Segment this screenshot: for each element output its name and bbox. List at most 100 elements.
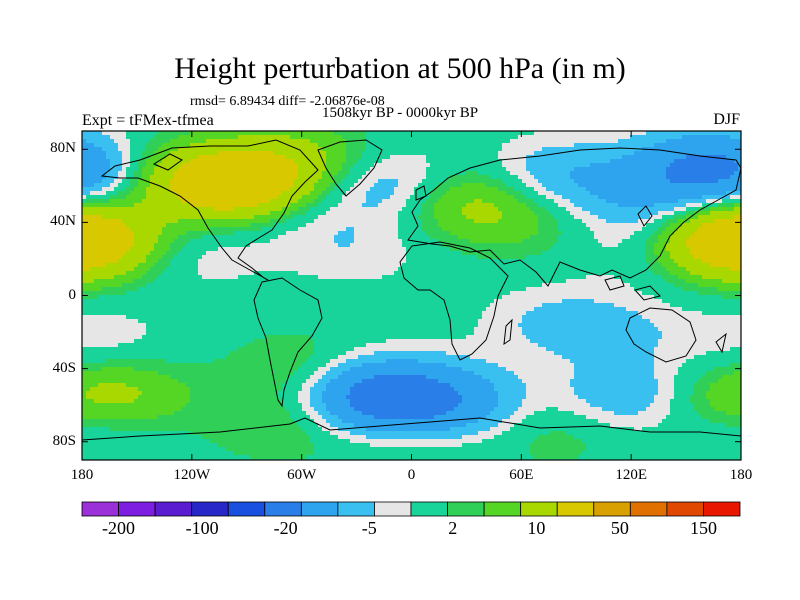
field-cell: [222, 187, 227, 192]
field-cell: [526, 239, 531, 244]
field-cell: [646, 239, 651, 244]
field-cell: [294, 243, 299, 248]
field-cell: [438, 175, 443, 180]
field-cell: [638, 239, 643, 244]
field-cell: [570, 175, 575, 180]
field-cell: [730, 207, 735, 212]
field-cell: [722, 231, 727, 236]
field-cell: [242, 155, 247, 160]
field-cell: [222, 215, 227, 220]
field-cell: [542, 235, 547, 240]
field-cell: [438, 211, 443, 216]
field-cell: [190, 147, 195, 152]
field-cell: [234, 167, 239, 172]
field-cell: [186, 227, 191, 232]
field-cell: [526, 171, 531, 176]
field-cell: [538, 139, 543, 144]
field-cell: [514, 139, 519, 144]
field-cell: [298, 223, 303, 228]
field-cell: [582, 159, 587, 164]
field-cell: [182, 203, 187, 208]
field-cell: [570, 231, 575, 236]
field-cell: [310, 203, 315, 208]
field-cell: [450, 183, 455, 188]
field-cell: [494, 243, 499, 248]
field-cell: [710, 247, 715, 252]
field-cell: [110, 219, 115, 224]
field-cell: [442, 159, 447, 164]
field-cell: [538, 243, 543, 248]
field-cell: [666, 131, 671, 136]
field-cell: [354, 195, 359, 200]
field-cell: [114, 151, 119, 156]
field-cell: [698, 247, 703, 252]
field-cell: [646, 183, 651, 188]
field-cell: [158, 159, 163, 164]
field-cell: [310, 147, 315, 152]
field-cell: [734, 191, 739, 196]
field-cell: [86, 207, 91, 212]
field-cell: [542, 239, 547, 244]
field-cell: [342, 187, 347, 192]
field-cell: [374, 151, 379, 156]
field-cell: [262, 183, 267, 188]
field-cell: [590, 219, 595, 224]
field-cell: [386, 195, 391, 200]
field-cell: [114, 143, 119, 148]
field-cell: [290, 151, 295, 156]
field-cell: [102, 243, 107, 248]
field-cell: [266, 191, 271, 196]
field-cell: [246, 151, 251, 156]
field-cell: [406, 187, 411, 192]
field-cell: [574, 159, 579, 164]
field-cell: [210, 235, 215, 240]
field-cell: [362, 175, 367, 180]
field-cell: [546, 199, 551, 204]
field-cell: [482, 167, 487, 172]
field-cell: [422, 219, 427, 224]
field-cell: [194, 251, 199, 256]
field-cell: [470, 147, 475, 152]
field-cell: [126, 163, 131, 168]
field-cell: [734, 131, 739, 136]
field-cell: [566, 227, 571, 232]
field-cell: [410, 183, 415, 188]
field-cell: [206, 175, 211, 180]
field-cell: [450, 231, 455, 236]
field-cell: [550, 195, 555, 200]
field-cell: [186, 203, 191, 208]
field-cell: [250, 231, 255, 236]
field-cell: [654, 139, 659, 144]
field-cell: [570, 151, 575, 156]
field-cell: [670, 175, 675, 180]
field-cell: [114, 207, 119, 212]
field-cell: [454, 231, 459, 236]
field-cell: [438, 199, 443, 204]
field-cell: [638, 191, 643, 196]
field-cell: [534, 131, 539, 136]
field-cell: [170, 227, 175, 232]
field-cell: [446, 207, 451, 212]
field-cell: [534, 171, 539, 176]
field-cell: [446, 167, 451, 172]
field-cell: [158, 167, 163, 172]
field-cell: [110, 215, 115, 220]
field-cell: [658, 183, 663, 188]
field-cell: [690, 223, 695, 228]
field-cell: [142, 251, 147, 256]
field-cell: [554, 179, 559, 184]
field-cell: [326, 155, 331, 160]
field-cell: [738, 239, 741, 244]
field-cell: [218, 223, 223, 228]
field-cell: [690, 219, 695, 224]
field-cell: [418, 195, 423, 200]
field-cell: [562, 191, 567, 196]
field-cell: [142, 147, 147, 152]
field-cell: [250, 239, 255, 244]
field-cell: [602, 159, 607, 164]
field-cell: [614, 239, 619, 244]
field-cell: [526, 235, 531, 240]
field-cell: [646, 191, 651, 196]
field-cell: [706, 239, 711, 244]
field-cell: [610, 231, 615, 236]
